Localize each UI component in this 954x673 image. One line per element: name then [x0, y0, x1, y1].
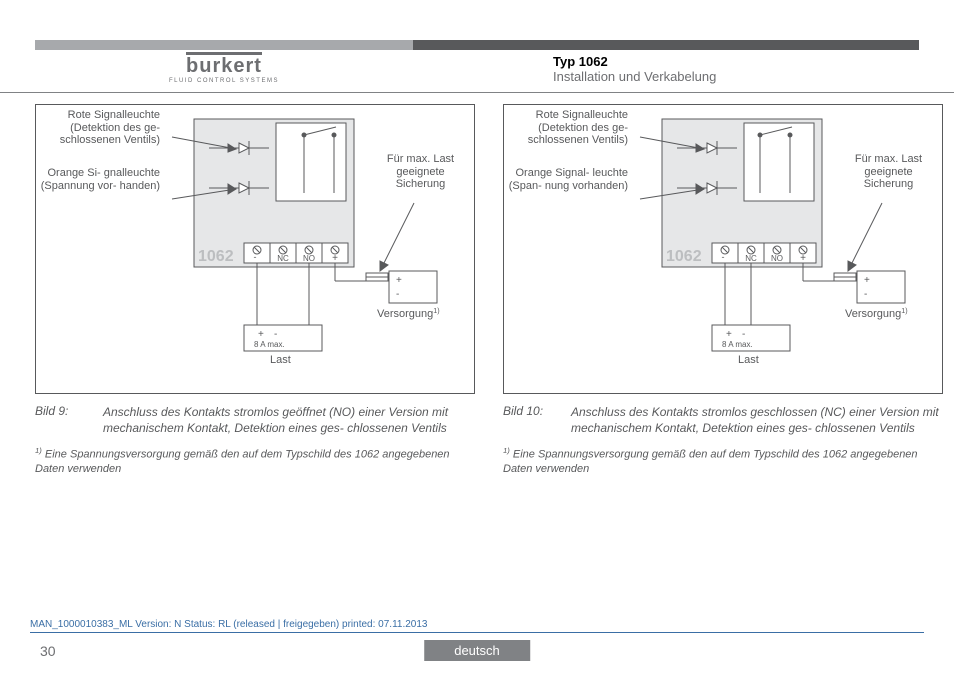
- svg-text:+: +: [726, 329, 732, 340]
- header-rule: [0, 92, 954, 93]
- model-label: 1062: [198, 248, 234, 265]
- load-label: Last: [270, 354, 291, 366]
- svg-text:Versorgung1): Versorgung1): [377, 307, 440, 320]
- figure-9-caption: Bild 9: Anschluss des Kontakts stromlos …: [35, 404, 475, 436]
- brand-logo: burkert FLUID CONTROL SYSTEMS: [169, 55, 279, 84]
- callout-fuse: Für max. Last geeignete Sicherung: [841, 153, 936, 191]
- svg-text:1062: 1062: [666, 248, 702, 265]
- figure-10-caption: Bild 10: Anschluss des Kontakts stromlos…: [503, 404, 943, 436]
- header-left: burkert FLUID CONTROL SYSTEMS: [35, 40, 413, 88]
- svg-text:Versorgung1): Versorgung1): [845, 307, 908, 320]
- left-column: Rote Signalleuchte (Detektion des ge- sc…: [35, 104, 475, 477]
- svg-text:+: +: [332, 253, 338, 264]
- svg-text:8 A max.: 8 A max.: [722, 340, 753, 349]
- content-columns: Rote Signalleuchte (Detektion des ge- sc…: [35, 104, 919, 477]
- caption-text: Anschluss des Kontakts stromlos geöffnet…: [103, 404, 475, 436]
- doc-section: Installation und Verkabelung: [553, 69, 716, 84]
- footnote-left: 1) Eine Spannungsversorgung gemäß den au…: [35, 446, 475, 476]
- svg-text:+: +: [800, 253, 806, 264]
- svg-text:-: -: [742, 329, 745, 340]
- callout-orange-led: Orange Signal- leuchte (Span- nung vorha…: [508, 167, 628, 192]
- footnote-right: 1) Eine Spannungsversorgung gemäß den au…: [503, 446, 943, 476]
- header-right: Typ 1062 Installation und Verkabelung: [413, 40, 919, 88]
- svg-text:-: -: [396, 289, 399, 300]
- header-bar: burkert FLUID CONTROL SYSTEMS Typ 1062 I…: [35, 40, 919, 88]
- callout-red-led: Rote Signalleuchte (Detektion des ge- sc…: [508, 109, 628, 147]
- svg-text:-: -: [254, 252, 257, 262]
- svg-text:-: -: [274, 329, 277, 340]
- footer-meta: MAN_1000010383_ML Version: N Status: RL …: [30, 619, 924, 633]
- right-column: Rote Signalleuchte (Detektion des ge- sc…: [503, 104, 943, 477]
- svg-text:+: +: [258, 329, 264, 340]
- language-tab: deutsch: [424, 640, 530, 661]
- caption-label: Bild 9:: [35, 404, 93, 436]
- svg-text:8 A max.: 8 A max.: [254, 340, 285, 349]
- figure-10-box: Rote Signalleuchte (Detektion des ge- sc…: [503, 104, 943, 394]
- callout-fuse: Für max. Last geeignete Sicherung: [373, 153, 468, 191]
- caption-label: Bild 10:: [503, 404, 561, 436]
- svg-text:NO: NO: [771, 254, 783, 263]
- doc-type: Typ 1062: [553, 54, 608, 69]
- svg-text:NC: NC: [277, 254, 289, 263]
- brand-name: burkert: [186, 55, 262, 78]
- svg-text:-: -: [864, 289, 867, 300]
- figure-9-box: Rote Signalleuchte (Detektion des ge- sc…: [35, 104, 475, 394]
- svg-text:-: -: [722, 252, 725, 262]
- svg-text:+: +: [396, 275, 402, 286]
- callout-orange-led: Orange Si- gnalleuchte (Spannung vor- ha…: [40, 167, 160, 192]
- page-number: 30: [40, 643, 56, 659]
- svg-text:NC: NC: [745, 254, 757, 263]
- caption-text: Anschluss des Kontakts stromlos geschlos…: [571, 404, 943, 436]
- svg-text:Last: Last: [738, 354, 759, 366]
- callout-red-led: Rote Signalleuchte (Detektion des ge- sc…: [40, 109, 160, 147]
- svg-text:+: +: [864, 275, 870, 286]
- svg-text:NO: NO: [303, 254, 315, 263]
- brand-tagline: FLUID CONTROL SYSTEMS: [169, 78, 279, 84]
